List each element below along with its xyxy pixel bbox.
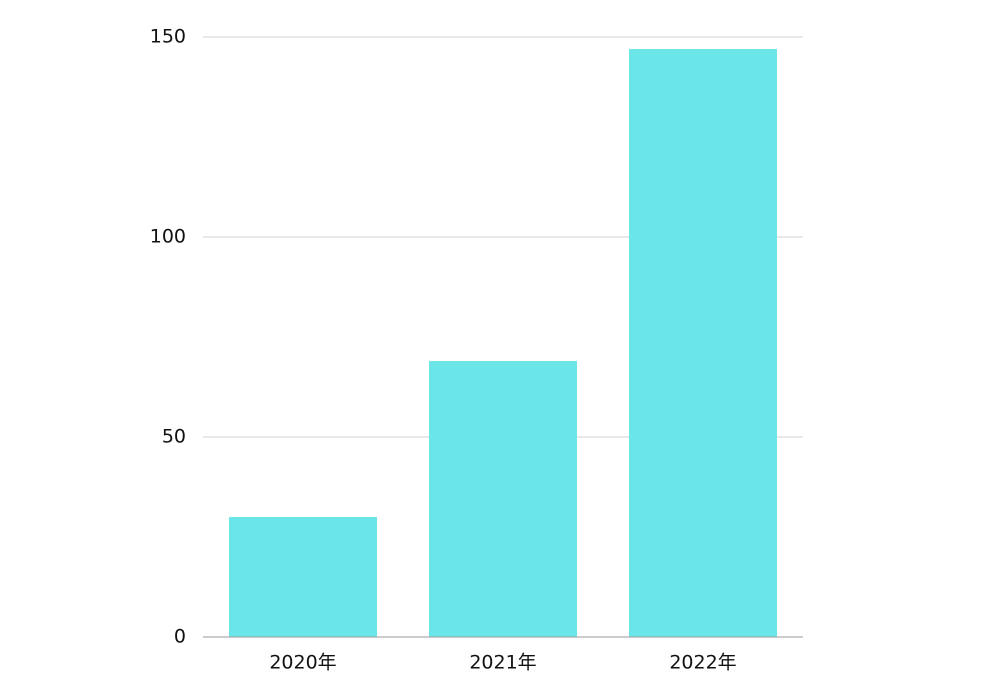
x-tick-label: 2022年 xyxy=(669,652,736,674)
x-tick-label: 2020年 xyxy=(269,652,336,674)
bar xyxy=(429,361,577,637)
bar xyxy=(229,517,377,637)
y-tick-label: 50 xyxy=(162,426,186,448)
bar xyxy=(629,49,777,637)
x-tick-label: 2021年 xyxy=(469,652,536,674)
y-tick-label: 0 xyxy=(174,626,186,648)
y-tick-label: 150 xyxy=(150,26,186,48)
y-tick-label: 100 xyxy=(150,226,186,248)
